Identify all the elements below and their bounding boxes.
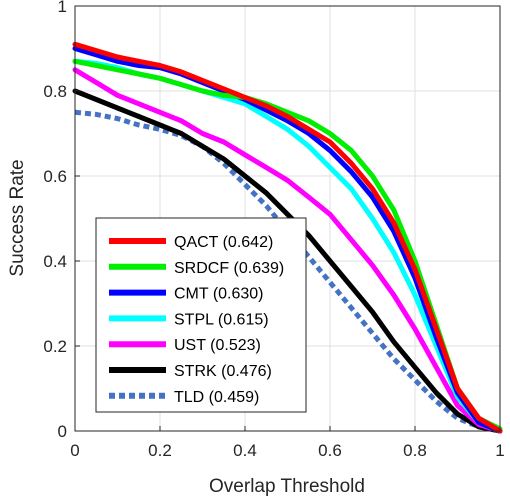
legend-box (95, 217, 307, 413)
x-tick-label: 0.2 (148, 441, 172, 460)
y-tick-label: 0.6 (43, 167, 67, 186)
y-tick-label: 0.4 (43, 252, 67, 271)
x-tick-label: 0.8 (403, 441, 427, 460)
y-tick-label: 0.2 (43, 337, 67, 356)
y-tick-label: 1 (58, 0, 67, 16)
legend-label: UST (0.523) (174, 337, 261, 354)
series-line (72, 67, 503, 434)
y-axis-label: Success Rate (7, 159, 28, 276)
x-tick-label: 1 (495, 441, 504, 460)
y-tick-label: 0 (58, 422, 67, 441)
legend-label: STPL (0.615) (174, 311, 269, 328)
legend-label: QACT (0.642) (174, 234, 273, 251)
legend-label: TLD (0.459) (174, 389, 259, 406)
legend-label: CMT (0.630) (174, 286, 264, 303)
legend: QACT (0.642) SRDCF (0.639) CMT (0.630) STPL… (95, 217, 307, 413)
legend-label: STRK (0.476) (174, 363, 272, 380)
x-tick-label: 0 (70, 441, 79, 460)
axis-ticks: 0 0.2 0.4 0.6 0.8 1 0 0.2 0.4 0.6 0.8 1 (43, 0, 504, 460)
legend-label: SRDCF (0.639) (174, 260, 284, 277)
plot-frame (74, 5, 501, 432)
series-line (72, 46, 503, 434)
x-tick-label: 0.4 (233, 441, 257, 460)
x-tick-label: 0.6 (318, 441, 342, 460)
x-axis-label: Overlap Threshold (209, 476, 365, 497)
y-tick-label: 0.8 (43, 82, 67, 101)
series-line (72, 88, 503, 434)
series-line (72, 41, 503, 434)
